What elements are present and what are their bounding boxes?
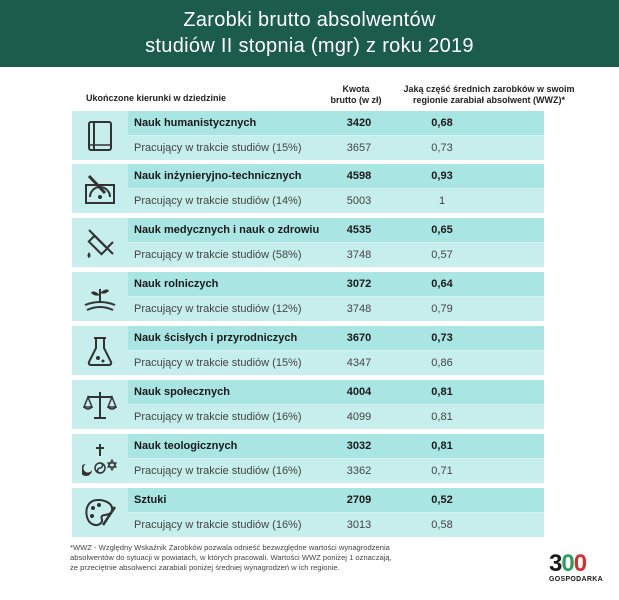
working-students-wwz: 1	[438, 195, 446, 207]
field-name: Nauk ścisłych i przyrodniczych	[134, 332, 298, 344]
scales-icon	[72, 380, 128, 429]
table-row-group: Sztuki 2709 0,52 Pracujący w trakcie studió…	[72, 488, 544, 537]
flask-icon	[72, 326, 128, 375]
wwz-value: 0,81	[431, 440, 453, 452]
salary-value: 3670	[346, 332, 372, 344]
column-header-wwz: Jaką część średnich zarobków w swoim reg…	[403, 84, 575, 105]
working-students-salary: 4347	[346, 357, 372, 369]
salary-value: 3072	[346, 278, 372, 290]
footnote: *WWZ - Względny Wskaźnik Zarobków pozwal…	[70, 543, 392, 572]
row-main-band	[128, 164, 544, 188]
row-main-band	[128, 434, 544, 458]
working-students-salary: 4099	[346, 411, 372, 423]
field-name: Sztuki	[134, 494, 167, 506]
working-students-wwz: 0,71	[431, 465, 453, 477]
wwz-value: 0,81	[431, 386, 453, 398]
working-students-label: Pracujący w trakcie studiów (16%)	[134, 465, 302, 477]
working-students-salary: 3657	[346, 142, 372, 154]
title-banner: Zarobki brutto absolwentów studiów II st…	[0, 0, 619, 67]
field-name: Nauk medycznych i nauk o zdrowiu	[134, 224, 320, 236]
wwz-value: 0,73	[431, 332, 453, 344]
field-name: Nauk inżynieryjno-technicznych	[134, 170, 302, 182]
working-students-wwz: 0,86	[431, 357, 453, 369]
salary-value: 4535	[346, 224, 372, 236]
working-students-label: Pracujący w trakcie studiów (12%)	[134, 303, 302, 315]
book-icon	[72, 111, 128, 160]
logo-300-gospodarka: 300 GOSPODARKA	[549, 550, 609, 584]
row-sub-band	[128, 405, 544, 429]
working-students-label: Pracujący w trakcie studiów (14%)	[134, 195, 302, 207]
salary-value: 3420	[346, 117, 372, 129]
field-name: Nauk społecznych	[134, 386, 230, 398]
salary-value: 2709	[346, 494, 372, 506]
wwz-value: 0,93	[431, 170, 453, 182]
salary-value: 4004	[346, 386, 372, 398]
row-sub-band	[128, 513, 544, 537]
table-row-group: Nauk rolniczych 3072 0,64 Pracujący w trakc…	[72, 272, 544, 321]
field-name: Nauk rolniczych	[134, 278, 219, 290]
row-sub-band	[128, 136, 544, 160]
field-name: Nauk humanistycznych	[134, 117, 257, 129]
protractor-icon	[72, 164, 128, 213]
wwz-value: 0,52	[431, 494, 453, 506]
column-header-salary: Kwota brutto (w zł)	[330, 84, 382, 105]
table-row-group: Nauk społecznych 4004 0,81 Pracujący w trak…	[72, 380, 544, 429]
title-line-1: Zarobki brutto absolwentów	[183, 9, 436, 31]
row-main-band	[128, 488, 544, 512]
working-students-wwz: 0,81	[431, 411, 453, 423]
working-students-wwz: 0,79	[431, 303, 453, 315]
table-row-group: Nauk teologicznych 3032 0,81 Pracujący w tr…	[72, 434, 544, 483]
row-main-band	[128, 218, 544, 242]
palette-icon	[72, 488, 128, 537]
working-students-wwz: 0,73	[431, 142, 453, 154]
row-sub-band	[128, 243, 544, 267]
table-row-group: Nauk medycznych i nauk o zdrowiu 4535 0,65…	[72, 218, 544, 267]
table-row-group: Nauk ścisłych i przyrodniczych 3670 0,73 Pr…	[72, 326, 544, 375]
religious-symbols-icon	[72, 434, 128, 483]
working-students-salary: 5003	[346, 195, 372, 207]
title-line-2: studiów II stopnia (mgr) z roku 2019	[145, 35, 474, 57]
row-sub-band	[128, 459, 544, 483]
working-students-wwz: 0,57	[431, 249, 453, 261]
column-header-field: Ukończone kierunki w dziedzinie	[86, 93, 227, 103]
syringe-icon	[72, 218, 128, 267]
salary-value: 4598	[346, 170, 372, 182]
plant-icon	[72, 272, 128, 321]
wwz-value: 0,65	[431, 224, 453, 236]
row-sub-band	[128, 189, 544, 213]
row-sub-band	[128, 351, 544, 375]
row-main-band	[128, 380, 544, 404]
wwz-value: 0,64	[431, 278, 453, 290]
working-students-salary: 3748	[346, 303, 372, 315]
wwz-value: 0,68	[431, 117, 453, 129]
table-row-group: Nauk humanistycznych 3420 0,68 Pracujący w …	[72, 111, 544, 160]
working-students-label: Pracujący w trakcie studiów (16%)	[134, 519, 302, 531]
working-students-salary: 3362	[346, 465, 372, 477]
working-students-salary: 3013	[346, 519, 372, 531]
salary-value: 3032	[346, 440, 372, 452]
working-students-salary: 3748	[346, 249, 372, 261]
logo-number: 300	[549, 550, 587, 577]
working-students-label: Pracujący w trakcie studiów (58%)	[134, 249, 302, 261]
field-name: Nauk teologicznych	[134, 440, 238, 452]
working-students-label: Pracujący w trakcie studiów (16%)	[134, 411, 302, 423]
row-main-band	[128, 326, 544, 350]
row-sub-band	[128, 297, 544, 321]
working-students-label: Pracujący w trakcie studiów (15%)	[134, 142, 302, 154]
logo-brand: GOSPODARKA	[549, 576, 603, 583]
working-students-wwz: 0,58	[431, 519, 453, 531]
working-students-label: Pracujący w trakcie studiów (15%)	[134, 357, 302, 369]
row-main-band	[128, 111, 544, 135]
table-row-group: Nauk inżynieryjno-technicznych 4598 0,93 Pr…	[72, 164, 544, 213]
row-main-band	[128, 272, 544, 296]
